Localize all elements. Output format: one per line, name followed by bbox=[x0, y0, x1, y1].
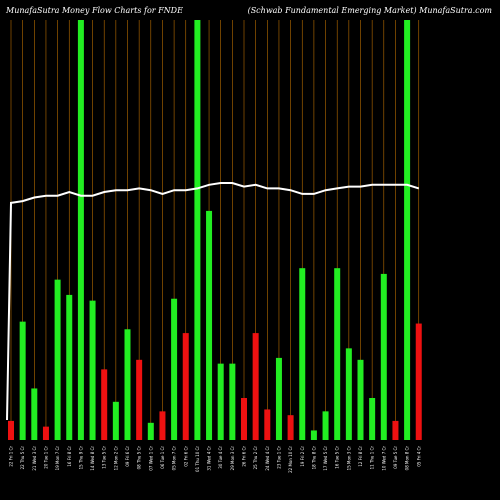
x-tick-label: 12 Fri 8 Cr bbox=[358, 446, 363, 467]
bar bbox=[241, 398, 247, 440]
price-line-path bbox=[6, 182, 420, 421]
x-tick-label: 26 Fri 6 Cr bbox=[242, 446, 247, 467]
x-tick-label: 19 Mon 7 Cr bbox=[55, 446, 60, 471]
bar bbox=[392, 420, 399, 440]
bar bbox=[124, 329, 131, 440]
bar bbox=[112, 401, 119, 440]
chart-title: MunafaSutra Money Flow Charts for FNDE bbox=[6, 6, 183, 15]
x-tick-label: 21 Wed 3 Cr bbox=[32, 446, 37, 471]
x-tick-label: 09 Fri 6 Cr bbox=[125, 446, 130, 467]
x-tick-label: 01 Thu 10 Cr bbox=[195, 446, 200, 472]
bar bbox=[369, 398, 376, 440]
bar bbox=[415, 323, 422, 440]
x-tick-label: 13 Tue 5 Cr bbox=[102, 446, 107, 469]
bar bbox=[77, 20, 84, 440]
bar bbox=[66, 294, 73, 440]
bar bbox=[54, 279, 61, 440]
x-tick-label: 18 Thu 8 Cr bbox=[311, 446, 316, 470]
bar bbox=[252, 333, 259, 440]
bar bbox=[171, 298, 178, 440]
x-tick-label: 14 Wed 8 Cr bbox=[90, 446, 95, 471]
bar bbox=[380, 273, 387, 440]
x-tick-label: 17 Wed 5 Cr bbox=[323, 446, 328, 471]
x-tick-label: 22 Thu 5 Cr bbox=[20, 446, 25, 470]
x-tick-label: 15 Thu 9 Cr bbox=[78, 446, 83, 470]
x-tick-label: 09 Tue 5 Cr bbox=[393, 446, 398, 469]
x-tick-label: 15 Mon 3 Cr bbox=[346, 446, 351, 471]
x-tick-label: 12 Mon 2 Cr bbox=[113, 446, 118, 471]
x-tick-label: 29 Mon 3 Cr bbox=[230, 446, 235, 471]
bar bbox=[159, 411, 166, 440]
x-tick-label: 06 Tue 1 Cr bbox=[160, 446, 165, 469]
bar bbox=[42, 426, 49, 440]
price-line bbox=[6, 182, 420, 421]
bar bbox=[229, 363, 236, 440]
x-tick-label: 22 Fri 1 Cr bbox=[9, 446, 14, 467]
x-tick-label: 07 Wed 1 Cr bbox=[148, 446, 153, 471]
bar bbox=[275, 357, 282, 440]
x-tick-label: 05 Mon 7 Cr bbox=[172, 446, 177, 471]
bar bbox=[310, 430, 317, 440]
bar bbox=[89, 300, 96, 440]
x-tick-label: 02 Fri 6 Cr bbox=[183, 446, 188, 467]
x-tick-label: 16 Tue 5 Cr bbox=[335, 446, 340, 469]
bar bbox=[101, 369, 108, 440]
bar bbox=[345, 348, 352, 440]
bars bbox=[8, 20, 422, 440]
bar bbox=[357, 359, 364, 440]
chart-subtitle: (Schwab Fundamental Emerging Market) Mun… bbox=[247, 6, 492, 15]
bar bbox=[217, 363, 224, 440]
x-tick-label: 22 Mon 10 Cr bbox=[288, 446, 293, 473]
bar bbox=[19, 321, 26, 440]
bar bbox=[206, 210, 213, 440]
x-tick-label: 23 Tue 1 Cr bbox=[276, 446, 281, 469]
bar bbox=[299, 268, 306, 440]
bar bbox=[287, 415, 294, 440]
x-tick-label: 20 Tue 1 Cr bbox=[43, 446, 48, 469]
x-tick-label: 25 Thu 2 Cr bbox=[253, 446, 258, 470]
x-tick-label: 11 Thu 1 Cr bbox=[370, 446, 375, 470]
x-tick-label: 16 Fri 8 Cr bbox=[67, 446, 72, 467]
bar bbox=[322, 411, 329, 440]
x-axis-labels: 22 Fri 1 Cr 22 Thu 5 Cr 21 Wed 3 Cr 20 Tue … bbox=[9, 446, 422, 473]
x-tick-label: 08 Mon 8 Cr bbox=[405, 446, 410, 471]
bar bbox=[8, 420, 14, 440]
x-tick-label: 31 Wed 4 Cr bbox=[207, 446, 212, 471]
x-tick-label: 05 Fri 4 Cr bbox=[416, 446, 421, 467]
x-tick-label: 10 Wed 7 Cr bbox=[381, 446, 386, 471]
bar bbox=[31, 388, 38, 440]
bar bbox=[264, 409, 271, 440]
x-tick-label: 08 Thu 5 Cr bbox=[137, 446, 142, 470]
bar bbox=[182, 333, 189, 440]
bar bbox=[194, 20, 201, 440]
bar bbox=[404, 20, 411, 440]
bar bbox=[136, 359, 143, 440]
x-tick-label: 24 Wed 4 Cr bbox=[265, 446, 270, 471]
bar bbox=[147, 422, 154, 440]
x-tick-label: 19 Fri 2 Cr bbox=[300, 446, 305, 467]
bar bbox=[334, 268, 341, 440]
x-tick-label: 30 Tue 4 Cr bbox=[218, 446, 223, 469]
